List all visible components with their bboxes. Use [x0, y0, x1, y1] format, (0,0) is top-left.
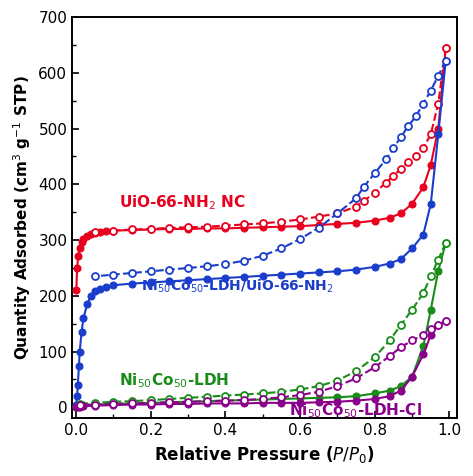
Text: Ni$_{50}$Co$_{50}$-LDH: Ni$_{50}$Co$_{50}$-LDH: [119, 371, 229, 390]
Text: Ni$_{50}$Co$_{50}$-LDH/UiO-66-NH$_2$: Ni$_{50}$Co$_{50}$-LDH/UiO-66-NH$_2$: [141, 277, 334, 295]
Text: UiO-66-NH$_2$ NC: UiO-66-NH$_2$ NC: [119, 194, 245, 212]
X-axis label: Relative Pressure ($P/P_0$): Relative Pressure ($P/P_0$): [154, 444, 375, 465]
Text: Ni$_{50}$Co$_{50}$-LDH-Cl: Ni$_{50}$Co$_{50}$-LDH-Cl: [289, 401, 422, 420]
Y-axis label: Quantity Adsorbed (cm$^3$ g$^{-1}$ STP): Quantity Adsorbed (cm$^3$ g$^{-1}$ STP): [11, 76, 33, 360]
